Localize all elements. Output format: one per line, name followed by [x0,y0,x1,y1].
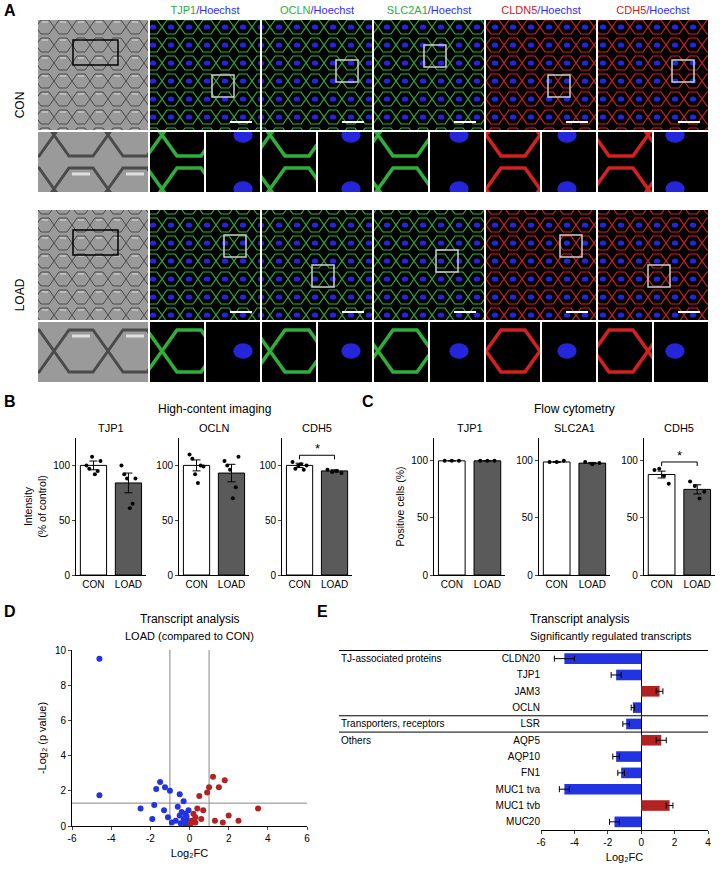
svg-text:Transporters, receptors: Transporters, receptors [341,718,445,729]
svg-text:Intensity(% of control): Intensity(% of control) [22,475,48,537]
svg-text:-6: -6 [68,833,77,844]
svg-text:0: 0 [60,821,66,832]
svg-text:100: 100 [53,460,70,471]
svg-text:Log₂FC: Log₂FC [606,851,643,863]
svg-text:6: 6 [304,833,310,844]
svg-text:6: 6 [60,715,66,726]
svg-text:100: 100 [621,455,638,466]
svg-text:2: 2 [226,833,232,844]
svg-text:LOAD: LOAD [474,579,501,590]
svg-text:2: 2 [672,837,678,848]
svg-text:CON: CON [185,579,207,590]
svg-text:-2: -2 [603,837,612,848]
svg-text:SLC2A1/Hoechst: SLC2A1/Hoechst [387,4,471,16]
svg-text:TJP1/Hoechst: TJP1/Hoechst [170,4,239,16]
svg-text:High-content imaging: High-content imaging [158,402,271,416]
svg-text:50: 50 [59,515,71,526]
svg-text:2: 2 [60,785,66,796]
svg-text:LOAD: LOAD [115,579,142,590]
svg-text:Significantly regulated transc: Significantly regulated transcripts [530,630,692,642]
svg-text:0: 0 [167,570,173,581]
svg-text:*: * [677,448,682,463]
svg-text:100: 100 [259,460,276,471]
svg-text:100: 100 [516,455,533,466]
svg-text:0: 0 [64,570,70,581]
html-text:B: B [4,393,16,410]
svg-text:LOAD: LOAD [579,579,606,590]
svg-text:Transcript analysis: Transcript analysis [530,612,630,626]
svg-text:8: 8 [60,680,66,691]
svg-text:0: 0 [632,570,638,581]
svg-text:CDH5: CDH5 [664,422,694,434]
svg-text:OCLN: OCLN [199,422,230,434]
svg-text:0: 0 [527,570,533,581]
svg-text:4: 4 [60,750,66,761]
svg-text:-4: -4 [570,837,579,848]
svg-text:0: 0 [422,570,428,581]
html-text:E: E [317,603,328,620]
svg-text:Positive cells (%): Positive cells (%) [394,467,406,547]
svg-text:4: 4 [705,837,711,848]
svg-text:CON: CON [546,579,568,590]
html-text:C: C [362,393,374,410]
svg-text:*: * [315,441,320,456]
svg-text:-2: -2 [146,833,155,844]
svg-text:AQP5: AQP5 [513,735,540,746]
svg-text:CLDN5/Hoechst: CLDN5/Hoechst [501,4,581,16]
svg-text:Transcript analysis: Transcript analysis [140,612,240,626]
svg-text:-4: -4 [107,833,116,844]
svg-text:50: 50 [265,515,277,526]
svg-text:TJ-associated proteins: TJ-associated proteins [341,653,442,664]
svg-text:Log₂FC: Log₂FC [171,847,208,859]
svg-text:50: 50 [627,512,639,523]
svg-text:CON: CON [441,579,463,590]
svg-text:LOAD: LOAD [218,579,245,590]
svg-text:OCLN/Hoechst: OCLN/Hoechst [280,4,354,16]
svg-text:Others: Others [341,735,371,746]
svg-text:10: 10 [55,645,67,656]
svg-text:TJP1: TJP1 [98,422,124,434]
svg-text:CLDN20: CLDN20 [502,653,541,664]
html-text:D: D [4,603,16,620]
svg-text:0: 0 [187,833,193,844]
svg-text:-Log₂ (p value): -Log₂ (p value) [36,702,48,774]
svg-text:FN1: FN1 [521,767,540,778]
svg-text:TJP1: TJP1 [457,422,483,434]
svg-text:Flow cytometry: Flow cytometry [534,402,615,416]
svg-text:50: 50 [417,512,429,523]
svg-text:4: 4 [265,833,271,844]
svg-text:50: 50 [522,512,534,523]
svg-text:TJP1: TJP1 [517,669,541,680]
svg-text:MUC1 tva: MUC1 tva [496,784,541,795]
svg-text:100: 100 [156,460,173,471]
svg-text:CON: CON [13,92,27,119]
svg-text:OCLN: OCLN [512,702,540,713]
svg-text:-6: -6 [537,837,546,848]
svg-text:100: 100 [411,455,428,466]
svg-text:A: A [4,2,16,19]
svg-text:0: 0 [271,570,277,581]
svg-text:0: 0 [638,837,644,848]
svg-text:LOAD: LOAD [684,579,711,590]
svg-text:MUC20: MUC20 [506,816,540,827]
svg-text:CON: CON [650,579,672,590]
svg-text:LSR: LSR [521,718,540,729]
svg-text:LOAD (compared to CON): LOAD (compared to CON) [125,630,254,642]
svg-text:50: 50 [162,515,174,526]
svg-text:CON: CON [288,579,310,590]
svg-text:JAM3: JAM3 [514,686,540,697]
svg-text:AQP10: AQP10 [508,751,541,762]
svg-text:CON: CON [82,579,104,590]
svg-text:CDH5/Hoechst: CDH5/Hoechst [616,4,689,16]
svg-text:LOAD: LOAD [321,579,348,590]
svg-text:MUC1 tvb: MUC1 tvb [496,800,541,811]
svg-text:CDH5: CDH5 [302,422,332,434]
svg-text:LOAD: LOAD [13,278,27,311]
svg-text:SLC2A1: SLC2A1 [554,422,595,434]
